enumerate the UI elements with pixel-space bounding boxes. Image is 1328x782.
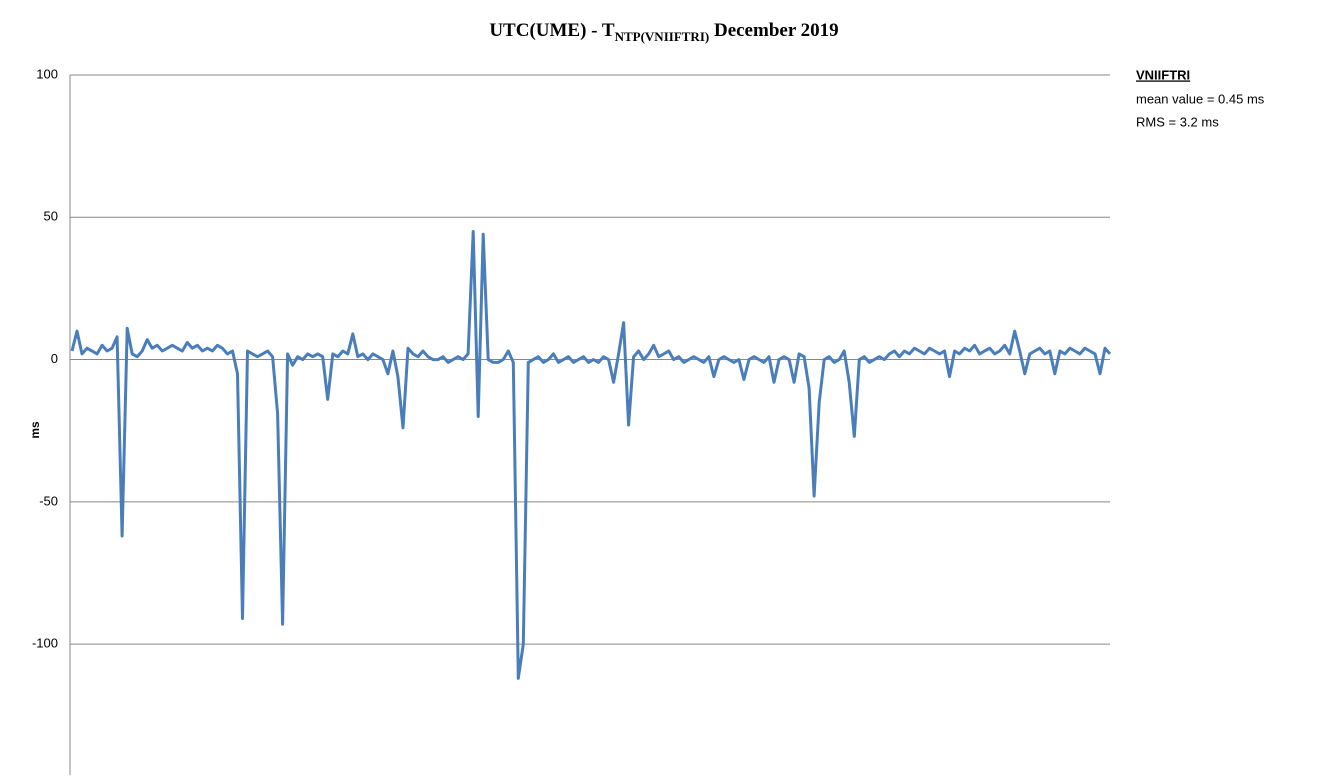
y-tick-label: -100 xyxy=(32,636,58,651)
annotation-title: VNIIFTRI xyxy=(1136,67,1190,82)
title-tail: December 2019 xyxy=(709,20,838,41)
annotation-line: RMS = 3.2 ms xyxy=(1136,114,1219,129)
y-tick-label: -50 xyxy=(39,493,58,508)
chart-title: UTC(UME) - TNTP(VNIIFTRI) December 2019 xyxy=(489,20,838,44)
y-tick-label: 0 xyxy=(51,351,58,366)
annotation-line: mean value = 0.45 ms xyxy=(1136,91,1265,106)
y-tick-label: 50 xyxy=(44,209,58,224)
data-line xyxy=(70,230,1112,680)
title-main: UTC(UME) - T xyxy=(489,20,615,41)
title-sub: NTP(VNIIFTRI) xyxy=(615,29,710,44)
y-tick-label: 100 xyxy=(36,66,58,81)
y-axis-label: ms xyxy=(28,421,42,439)
